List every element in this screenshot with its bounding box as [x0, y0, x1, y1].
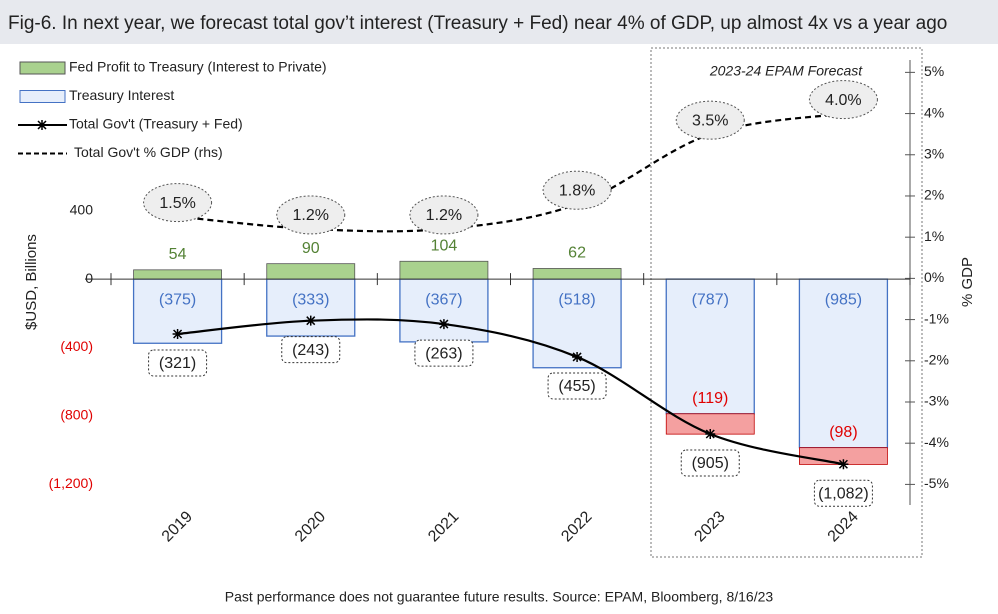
value-label: (905): [692, 455, 729, 472]
value-label: (787): [692, 291, 729, 308]
y2-tick-label: 5%: [924, 63, 944, 79]
marker: [705, 428, 716, 439]
x-tick-label: 2022: [558, 508, 595, 545]
value-label: (333): [292, 291, 329, 308]
bar: [133, 269, 222, 280]
label-bubble: [675, 100, 745, 140]
forecast-annotation: 2023-24 EPAM Forecast: [709, 63, 863, 79]
legend-label: Total Gov't % GDP (rhs): [74, 144, 223, 160]
value-label: (243): [292, 342, 329, 359]
chart-title: Fig-6. In next year, we forecast total g…: [8, 13, 947, 34]
x-tick-label: 2024: [825, 508, 862, 545]
value-label: 1.8%: [559, 182, 595, 199]
footnote: Past performance does not guarantee futu…: [225, 589, 774, 605]
y2-tick-label: 4%: [924, 104, 944, 120]
x-tick-label: 2019: [159, 508, 196, 545]
marker: [438, 319, 449, 330]
value-label: (98): [829, 424, 857, 441]
x-tick-label: 2023: [691, 508, 728, 545]
y2-tick-label: 0%: [924, 269, 944, 285]
y2-tick-label: 3%: [924, 145, 944, 161]
value-label: 90: [302, 240, 320, 257]
label-box: [813, 479, 873, 507]
marker: [838, 459, 849, 470]
value-label: 3.5%: [692, 112, 728, 129]
y2-tick-label: -1%: [924, 310, 949, 326]
legend-label: Total Gov't (Treasury + Fed): [69, 116, 243, 132]
value-label: (1,082): [818, 485, 869, 502]
y-tick-label: (1,200): [49, 475, 93, 491]
value-label: 1.5%: [159, 195, 195, 212]
label-box: [414, 339, 474, 367]
label-bubble: [542, 170, 612, 210]
label-box: [547, 372, 607, 400]
value-label: (263): [425, 345, 462, 362]
legend-swatch: [19, 61, 66, 75]
legend-swatch: [19, 90, 66, 103]
y2-tick-label: -4%: [924, 434, 949, 450]
forecast-box: [650, 47, 923, 558]
marker: [172, 329, 183, 340]
line: [177, 318, 844, 466]
y2-axis-label: % GDP: [959, 257, 976, 307]
label-box: [281, 336, 341, 364]
bar: [266, 278, 356, 337]
label-box: [680, 449, 740, 477]
bar: [399, 260, 489, 280]
y-tick-label: (800): [60, 407, 93, 423]
y2-tick-label: -5%: [924, 475, 949, 491]
y-tick-label: 0: [85, 270, 93, 286]
legend-label: Treasury Interest: [69, 87, 174, 103]
value-label: (518): [558, 291, 595, 308]
title-bar: [0, 0, 998, 44]
value-label: (367): [425, 291, 462, 308]
y-axis-label: $USD, Billions: [23, 234, 40, 330]
value-label: 1.2%: [293, 207, 329, 224]
bar: [399, 278, 489, 343]
x-tick-label: 2020: [292, 508, 329, 545]
value-label: 62: [568, 245, 586, 262]
y2-tick-label: 2%: [924, 187, 944, 203]
bar: [266, 263, 356, 280]
label-bubble: [143, 183, 213, 223]
value-label: (119): [692, 390, 728, 407]
label-box: [148, 349, 208, 377]
value-label: (375): [159, 291, 196, 308]
label-bubble: [276, 195, 346, 235]
y-tick-label: 400: [70, 201, 94, 217]
value-label: 104: [431, 237, 458, 254]
value-label: (455): [558, 378, 595, 395]
value-label: 1.2%: [426, 207, 462, 224]
value-label: 4.0%: [825, 92, 861, 109]
label-bubble: [409, 195, 479, 235]
value-label: (321): [159, 355, 196, 372]
legend-label: Fed Profit to Treasury (Interest to Priv…: [69, 59, 327, 75]
label-bubble: [808, 80, 878, 120]
y2-tick-label: -3%: [924, 393, 949, 409]
y-tick-label: (400): [60, 338, 93, 354]
marker: [305, 315, 316, 326]
x-tick-label: 2021: [425, 508, 462, 545]
legend-marker: [37, 120, 47, 130]
marker: [572, 351, 583, 362]
value-label: (985): [825, 291, 862, 308]
y2-tick-label: -2%: [924, 351, 949, 367]
bar: [798, 278, 889, 449]
bar: [665, 278, 755, 415]
y2-tick-label: 1%: [924, 228, 944, 244]
value-label: 54: [169, 246, 187, 263]
bar: [532, 268, 622, 280]
